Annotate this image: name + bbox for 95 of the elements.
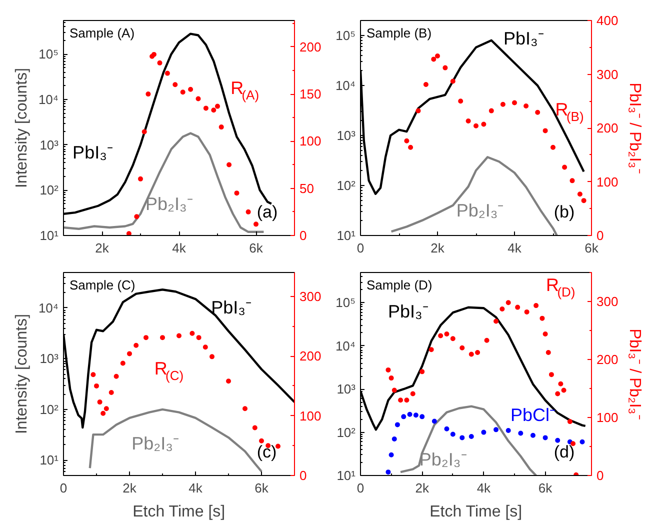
text: Sample (C) — [70, 278, 136, 292]
y-tick-label: 10³ — [336, 382, 356, 397]
series-label: PbCl⁻ — [510, 404, 556, 425]
y2-tick-label: 300 — [300, 288, 322, 304]
y2-axis-title: PbI₃⁻ / Pb₂I₃⁻ — [626, 328, 644, 420]
series-label: PbI₃⁻ — [72, 142, 113, 162]
y-tick-label: 10² — [336, 178, 356, 194]
y-tick-label: 10¹ — [40, 228, 60, 243]
y-tick-label: 10⁴ — [335, 78, 356, 94]
y2-tick-label: 200 — [596, 120, 618, 136]
chart-title: Sample (D) — [366, 278, 432, 292]
point — [394, 422, 400, 428]
point — [444, 426, 450, 432]
x-axis-title: Etch Time [s] — [132, 504, 226, 520]
y-axis-title: Intensity [counts] — [13, 68, 30, 188]
y2-tick-label: 0 — [596, 468, 604, 483]
series-label: Pb₂I₃⁻ — [132, 433, 180, 454]
point — [494, 427, 499, 432]
x-tick-label: 0 — [60, 480, 68, 496]
point — [530, 432, 536, 438]
y2-tick-label: 300 — [596, 294, 618, 309]
series-label: Pb₂I₃⁻ — [146, 194, 193, 214]
annotation: (c) — [256, 442, 277, 462]
x-tick-label: 4k — [188, 480, 203, 496]
y-tick-label: 10⁴ — [38, 300, 58, 316]
y2-tick-label: 0 — [596, 228, 604, 243]
y-tick-label: 10¹ — [40, 452, 60, 468]
y2-tick-label: 200 — [300, 348, 322, 364]
legend-label: PbI₃⁻ — [388, 301, 428, 322]
y-tick-label: 10² — [40, 402, 60, 417]
point — [386, 470, 391, 475]
chart-title: Sample (B) — [366, 26, 432, 40]
point — [468, 434, 474, 439]
point — [432, 418, 437, 424]
x-tick-label: 2k — [122, 480, 137, 496]
x-tick-label: 4k — [476, 480, 492, 496]
chart-title: Sample (A) — [70, 26, 135, 40]
series-label: Pb₂I₃⁻ — [456, 200, 504, 220]
point — [413, 412, 418, 418]
x-tick-label: 6k — [254, 480, 269, 496]
y-tick-label: 10² — [336, 424, 356, 440]
y2-tick-label: 0 — [300, 228, 307, 243]
x-tick-label: 2k — [415, 480, 430, 496]
y-tick-label: 10⁴ — [38, 92, 58, 107]
y2-tick-label: 200 — [596, 352, 618, 367]
y-tick-label: 10² — [40, 182, 60, 198]
point — [420, 414, 425, 420]
point — [518, 430, 524, 436]
annotation: (b) — [554, 202, 575, 222]
point — [580, 439, 585, 444]
point — [407, 412, 412, 417]
point — [460, 435, 465, 440]
point — [481, 430, 486, 435]
series-label: PbI₃⁻ — [504, 28, 544, 48]
x-tick-label: 6k — [584, 240, 599, 256]
y-tick-label: 10⁵ — [336, 28, 356, 44]
y-tick-label: 10¹ — [336, 228, 356, 243]
x-tick-label: 0 — [356, 240, 364, 256]
point — [506, 428, 511, 434]
y2-tick-label: 200 — [300, 39, 322, 54]
x-tick-label: 2k — [95, 240, 110, 256]
x-axis-title: Etch Time [s] — [430, 504, 522, 520]
y-tick-label: 10⁴ — [335, 338, 356, 354]
y-tick-label: 10⁵ — [336, 295, 356, 310]
y2-axis-title: PbI₃⁻ / Pb₂I₃⁻ — [626, 82, 644, 174]
annotation: (d) — [554, 442, 575, 462]
y-tick-label: 10¹ — [336, 468, 356, 483]
point — [542, 435, 548, 440]
y2-tick-label: 400 — [596, 13, 618, 28]
y2-tick-label: 50 — [300, 180, 314, 196]
x-tick-label: 6k — [538, 480, 553, 496]
x-tick-label: 6k — [249, 240, 264, 256]
x-tick-label: 0 — [356, 480, 364, 496]
series-label: PbI₃⁻ — [211, 297, 252, 318]
y-tick-label: 10³ — [40, 351, 60, 366]
y2-tick-label: 100 — [596, 174, 618, 190]
y-tick-label: 10⁵ — [38, 46, 59, 62]
x-tick-label: 4k — [172, 240, 186, 256]
point — [401, 414, 406, 420]
x-tick-label: 2k — [430, 240, 445, 256]
y-axis-title: Intensity [counts] — [13, 314, 30, 434]
point — [450, 432, 456, 437]
y2-tick-label: 300 — [596, 66, 618, 82]
point — [555, 438, 560, 443]
y2-tick-label: 150 — [300, 86, 322, 102]
y2-tick-label: 100 — [300, 408, 322, 424]
y2-tick-label: 100 — [596, 410, 618, 425]
x-tick-label: 4k — [508, 240, 522, 256]
y2-tick-label: 0 — [300, 468, 307, 483]
y-tick-label: 10³ — [40, 137, 60, 152]
point — [388, 452, 394, 458]
point — [392, 436, 397, 442]
y-tick-label: 10³ — [336, 128, 356, 144]
y2-tick-label: 100 — [300, 134, 322, 149]
annotation: (a) — [256, 202, 278, 222]
